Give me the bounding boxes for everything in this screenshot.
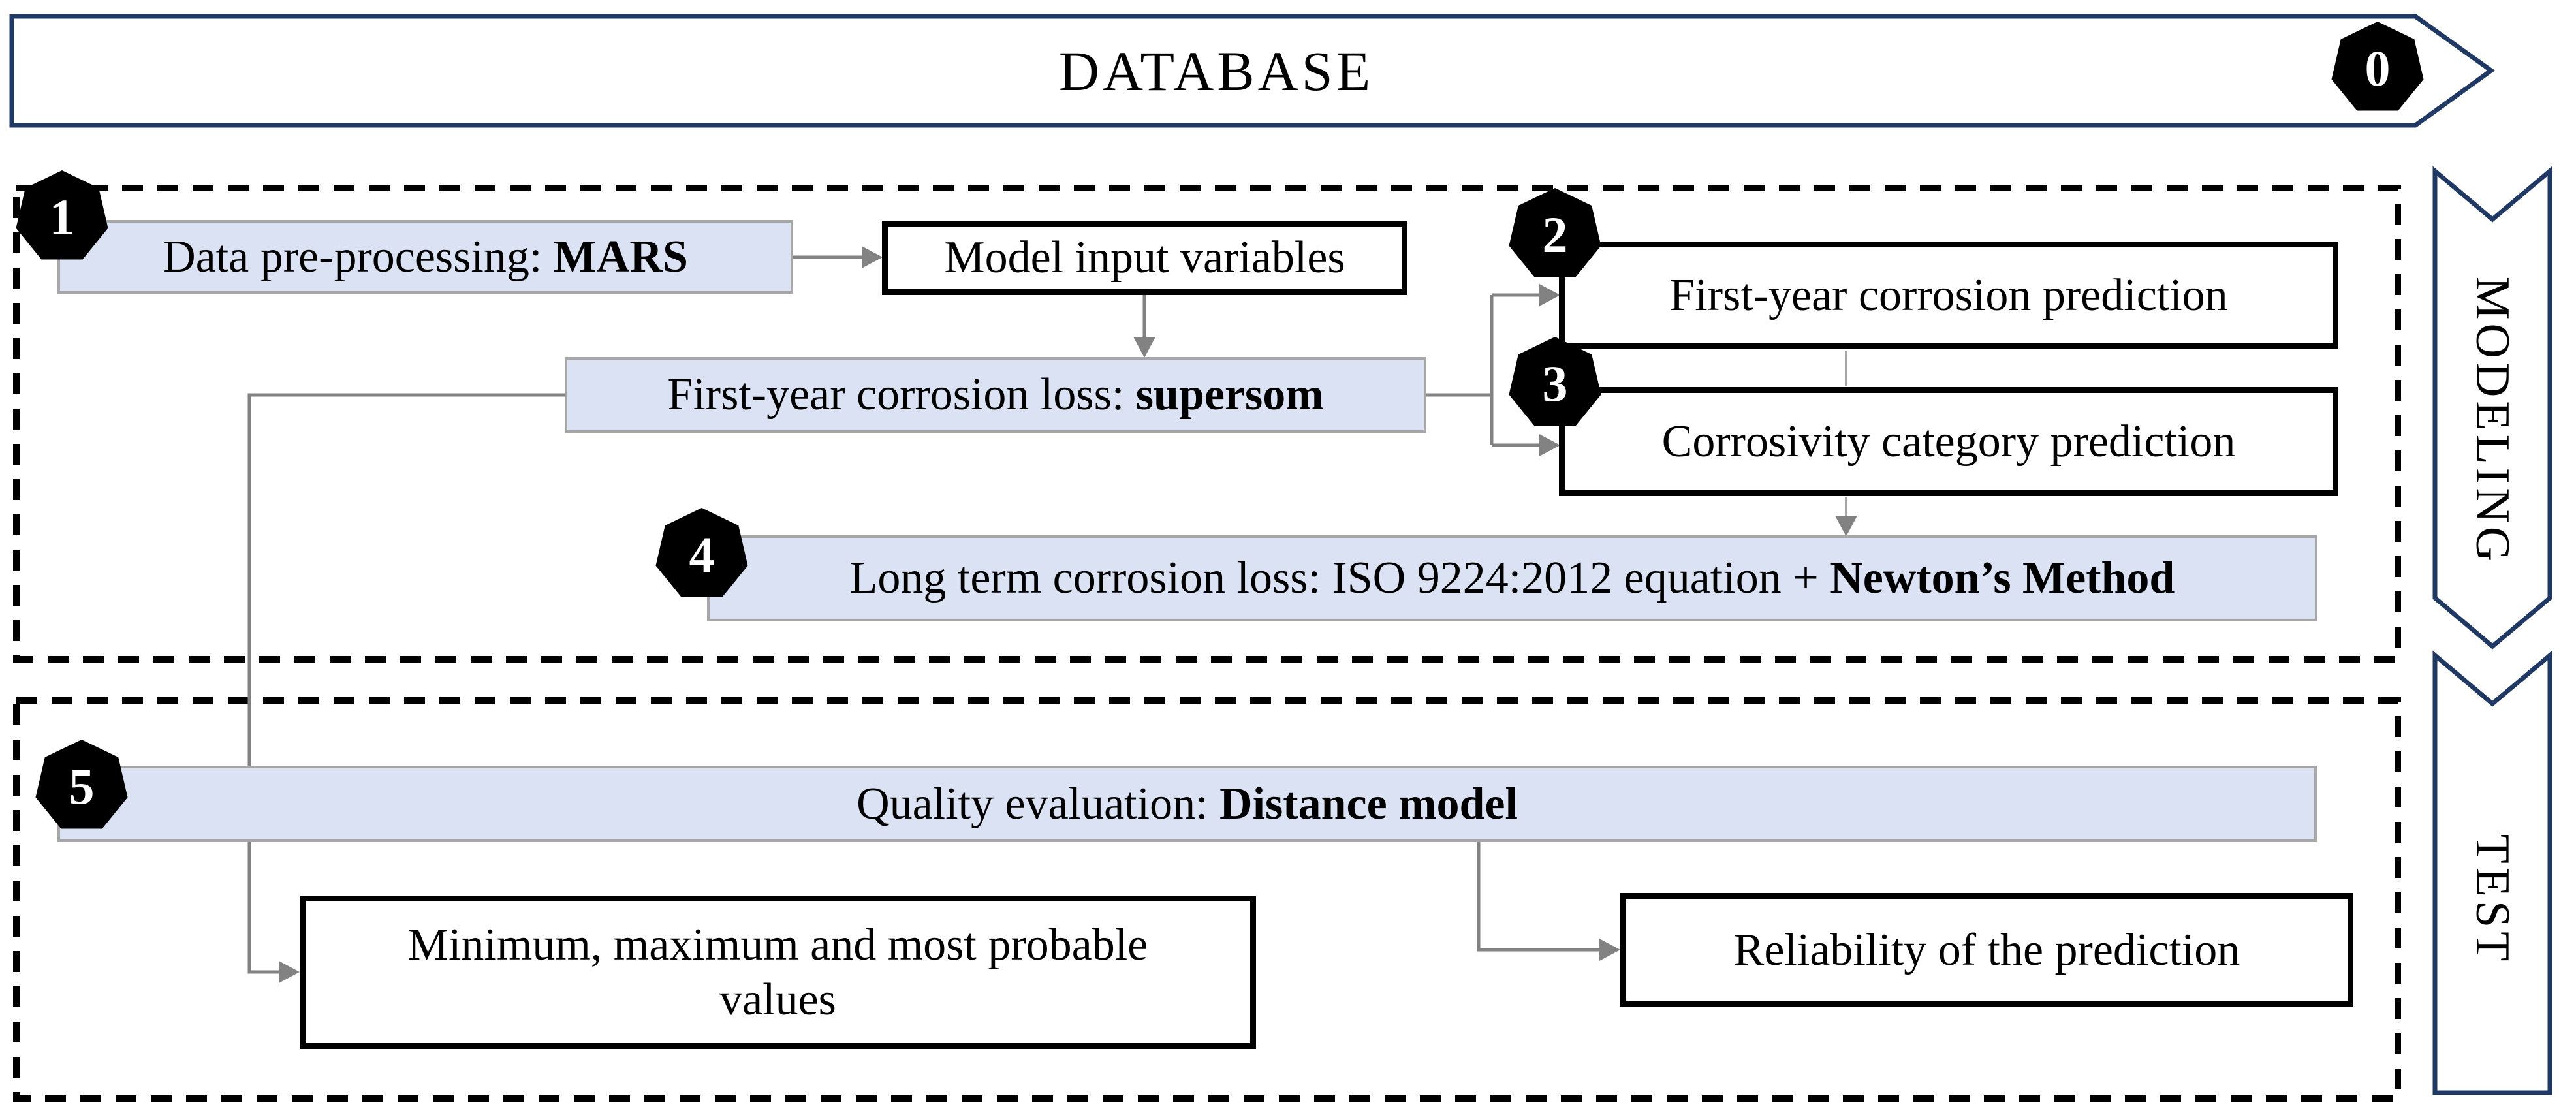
box-first-year-prediction: First-year corrosion prediction [1559, 242, 2338, 349]
model-input-label: Model input variables [944, 232, 1345, 283]
first-year-loss-text: First-year corrosion loss: [667, 369, 1136, 420]
first-year-prediction-label: First-year corrosion prediction [1669, 270, 2228, 321]
modeling-chevron-shape [2432, 166, 2552, 650]
quality-evaluation-method: Distance model [1219, 778, 1518, 829]
box-quality-evaluation: Quality evaluation: Distance model [57, 766, 2317, 842]
test-chevron-shape [2432, 650, 2552, 1095]
modeling-stage-label: MODELING [2466, 276, 2520, 566]
box-long-term-corrosion-loss: Long term corrosion loss: ISO 9224:2012 … [707, 535, 2317, 621]
box-first-year-corrosion-loss: First-year corrosion loss: supersom [565, 357, 1426, 433]
box-model-input-variables: Model input variables [882, 221, 1407, 295]
min-max-label: Minimum, maximum and most probable value… [407, 919, 1159, 1025]
box-reliability: Reliability of the prediction [1620, 893, 2353, 1007]
reliability-label: Reliability of the prediction [1733, 924, 2240, 975]
step-badge-5: 5 [35, 740, 128, 829]
database-banner-label: DATABASE [1058, 39, 1374, 102]
box-corrosivity-prediction: Corrosivity category prediction [1559, 387, 2338, 496]
badge-5-number: 5 [69, 758, 95, 815]
quality-evaluation-text: Quality evaluation: [856, 778, 1220, 829]
test-stage-label: TEST [2466, 834, 2520, 965]
corrosivity-prediction-label: Corrosivity category prediction [1661, 416, 2236, 467]
badge-0-number: 0 [2364, 40, 2391, 97]
modeling-region-border [13, 185, 2401, 663]
test-region-border [13, 697, 2401, 1102]
badge-2-number: 2 [1542, 206, 1568, 263]
connector-lines [247, 255, 1601, 974]
database-banner-shape [9, 14, 2495, 128]
first-year-loss-method: supersom [1135, 369, 1324, 420]
long-term-method: Newton’s Method [1830, 553, 2175, 603]
box-data-preprocessing: Data pre-processing: MARS [57, 220, 793, 294]
preprocessing-text: Data pre-processing: [163, 231, 554, 282]
connector-arrowheads [279, 246, 1857, 983]
step-badge-1: 1 [16, 170, 108, 260]
preprocessing-method: MARS [553, 231, 688, 282]
step-badge-3: 3 [1509, 337, 1601, 426]
step-badge-0: 0 [2331, 22, 2424, 111]
badge-4-number: 4 [689, 526, 715, 583]
step-badge-4: 4 [655, 508, 748, 597]
badge-3-number: 3 [1542, 355, 1568, 412]
box-min-max-values: Minimum, maximum and most probable value… [300, 896, 1256, 1049]
badge-1-number: 1 [49, 189, 75, 245]
long-term-text: Long term corrosion loss: ISO 9224:2012 … [849, 553, 1830, 603]
step-badge-2: 2 [1509, 188, 1601, 277]
